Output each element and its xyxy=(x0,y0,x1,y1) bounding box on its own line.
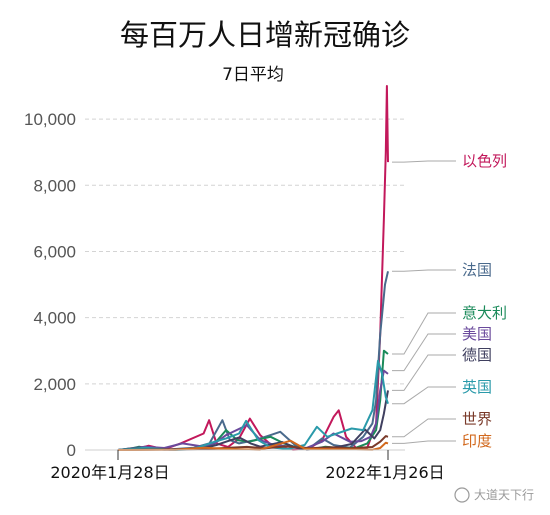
chart-subtitle: 7日平均 xyxy=(222,65,284,85)
series-label-5: 英国 xyxy=(462,378,492,396)
chart-title: 每百万人日增新冠确诊 xyxy=(120,18,410,52)
y-tick-label: 0 xyxy=(67,441,76,460)
series-lines xyxy=(117,85,389,451)
leader-line-0 xyxy=(392,160,456,163)
series-label-0: 以色列 xyxy=(462,152,507,170)
series-line-0 xyxy=(117,85,389,451)
wechat-icon xyxy=(454,487,470,503)
x-tick-end: 2022年1月26日 xyxy=(325,463,444,482)
y-tick-label: 6,000 xyxy=(33,242,76,261)
y-tick-label: 8,000 xyxy=(33,176,76,195)
leader-line-7 xyxy=(392,440,456,444)
y-tick-label: 2,000 xyxy=(33,375,76,394)
series-label-6: 世界 xyxy=(462,410,492,428)
series-label-1: 法国 xyxy=(462,261,492,279)
leader-line-1 xyxy=(392,269,456,272)
leader-line-6 xyxy=(392,418,456,438)
series-line-7 xyxy=(117,439,389,451)
leader-line-5 xyxy=(392,386,456,405)
watermark: 大道天下行 xyxy=(454,487,534,503)
series-label-7: 印度 xyxy=(462,432,492,450)
series-label-2: 意大利 xyxy=(462,304,507,322)
y-tick-label: 10,000 xyxy=(24,110,76,129)
y-axis-ticks: 10,000 8,000 6,000 4,000 2,000 0 xyxy=(24,110,76,460)
grid-lines xyxy=(85,118,405,385)
x-tick-start: 2020年1月28日 xyxy=(50,463,169,482)
series-line-2 xyxy=(117,349,389,451)
leader-line-4 xyxy=(392,354,456,391)
svg-text:大道天下行: 大道天下行 xyxy=(474,488,534,502)
leader-line-2 xyxy=(392,312,456,355)
y-tick-label: 4,000 xyxy=(33,309,76,328)
series-label-4: 德国 xyxy=(462,346,492,364)
series-label-3: 美国 xyxy=(462,325,492,343)
series-line-5 xyxy=(117,359,389,451)
leader-line-3 xyxy=(392,333,456,372)
